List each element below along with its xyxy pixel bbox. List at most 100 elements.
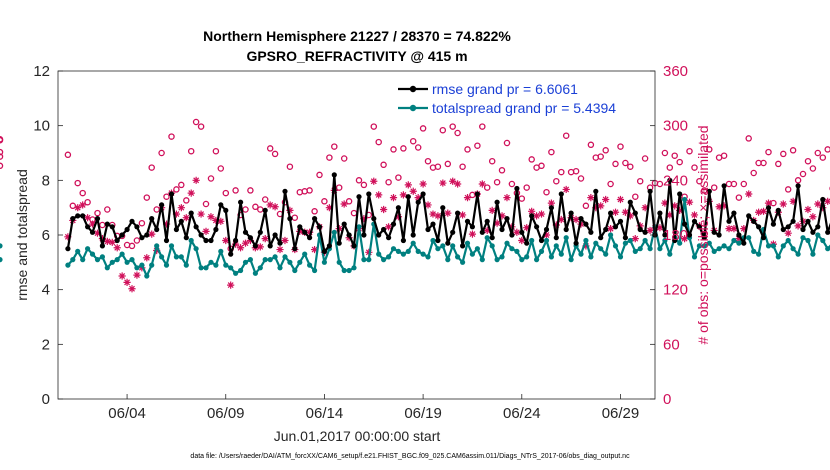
y2-axis-label: # of obs: o=possible; ×=assimilated	[695, 125, 711, 344]
rmse-point	[257, 229, 263, 235]
assimilated-obs-point	[498, 212, 506, 220]
totalspread-point	[751, 248, 757, 254]
possible-obs-point	[148, 164, 155, 171]
possible-obs-point	[385, 178, 392, 186]
rmse-point	[677, 191, 683, 197]
totalspread-point	[603, 251, 609, 257]
possible-obs-point	[474, 142, 481, 149]
possible-obs-point	[375, 138, 382, 146]
rmse-point	[119, 232, 125, 238]
possible-obs-point	[543, 188, 550, 196]
totalspread-point	[336, 259, 342, 265]
assimilated-obs-point	[246, 236, 255, 245]
rmse-point	[568, 210, 574, 216]
totalspread-point	[183, 262, 189, 268]
possible-obs-point	[163, 193, 170, 200]
possible-obs-point	[400, 145, 407, 152]
totalspread-point	[119, 251, 125, 257]
rmse-point	[519, 229, 525, 235]
rmse-point	[588, 229, 594, 235]
totalspread-point	[134, 265, 140, 271]
totalspread-point	[430, 237, 436, 244]
rmse-point	[736, 232, 742, 238]
assimilated-obs-point	[227, 281, 235, 289]
rmse-point	[534, 224, 540, 230]
rmse-point	[593, 188, 599, 194]
rmse-point	[455, 210, 461, 216]
totalspread-point	[312, 267, 318, 274]
assimilated-obs-point	[143, 254, 151, 262]
totalspread-point	[701, 243, 707, 249]
totalspread-point	[736, 240, 742, 246]
totalspread-point	[731, 237, 737, 244]
rmse-point	[810, 229, 816, 235]
possible-obs-point	[765, 148, 772, 156]
possible-obs-point	[286, 163, 294, 170]
assimilated-obs-point	[172, 210, 181, 218]
rmse-point	[770, 221, 777, 227]
totalspread-point	[346, 267, 352, 274]
assimilated-obs-point	[562, 185, 570, 194]
x-tick-label: 06/19	[404, 405, 442, 422]
assimilated-obs-point	[340, 200, 348, 208]
y-tick-label: 6	[42, 227, 50, 244]
totalspread-point	[583, 237, 589, 244]
possible-obs-point	[760, 159, 767, 167]
totalspread-point	[469, 251, 475, 257]
totalspread-point	[563, 235, 569, 241]
rmse-point	[464, 218, 471, 224]
totalspread-point	[548, 254, 555, 260]
assimilated-obs-point	[547, 199, 555, 207]
rmse-point	[682, 221, 688, 227]
possible-obs-point	[553, 177, 560, 185]
totalspread-point	[716, 246, 722, 252]
totalspread-point	[514, 248, 520, 254]
totalspread-point	[568, 257, 574, 263]
possible-obs-point	[498, 167, 506, 174]
rmse-point	[637, 226, 643, 233]
assimilated-obs-point	[606, 225, 615, 233]
totalspread-point	[800, 235, 806, 241]
assimilated-obs-point	[439, 179, 447, 187]
legend-rmse-label: rmse grand pr = 6.6061	[432, 81, 578, 97]
rmse-point	[400, 237, 406, 244]
assimilated-obs-point	[730, 225, 738, 233]
rmse-line	[66, 173, 830, 256]
possible-obs-point	[671, 152, 678, 159]
x-tick-label: 06/09	[207, 405, 245, 422]
rmse-point	[203, 237, 209, 244]
assimilated-obs-point	[419, 180, 427, 188]
rmse-point	[85, 224, 91, 230]
assimilated-obs-point	[384, 223, 393, 231]
y-axis-label: rmse and totalspread	[14, 169, 30, 301]
totalspread-point	[445, 257, 451, 263]
totalspread-point	[578, 251, 584, 257]
rmse-point	[696, 224, 703, 230]
possible-obs-point	[819, 154, 827, 161]
totalspread-point	[0, 243, 3, 249]
x-tick-label: 06/29	[602, 405, 640, 422]
assimilated-obs-point	[236, 244, 245, 252]
possible-obs-point	[518, 195, 526, 202]
possible-obs-point	[380, 161, 387, 169]
assimilated-obs-point	[192, 176, 200, 184]
totalspread-point	[381, 257, 387, 263]
rmse-point	[731, 210, 737, 216]
x-tick-label: 06/14	[306, 405, 344, 422]
rmse-point	[716, 232, 722, 238]
assimilated-obs-point	[222, 236, 230, 245]
totalspread-point	[390, 246, 397, 252]
possible-obs-point	[192, 118, 200, 126]
rmse-point	[302, 229, 308, 235]
possible-obs-point	[622, 159, 629, 167]
totalspread-point	[494, 257, 500, 263]
rmse-point	[154, 226, 160, 233]
possible-obs-point	[607, 180, 614, 188]
totalspread-point	[331, 229, 337, 235]
rmse-point	[326, 243, 332, 249]
rmse-point	[509, 232, 515, 238]
rmse-point	[356, 194, 362, 200]
possible-obs-point	[503, 139, 511, 147]
rmse-point	[657, 210, 663, 216]
